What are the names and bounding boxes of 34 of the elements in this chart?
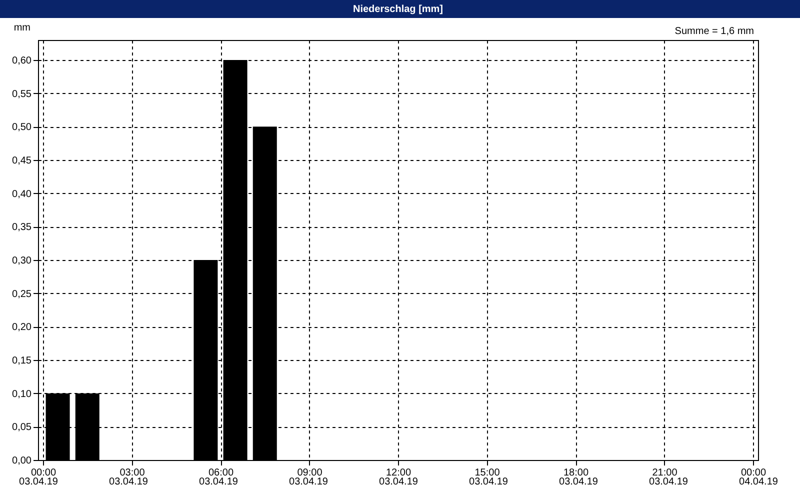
x2-tick-label: 03.04.19 bbox=[19, 476, 58, 488]
x-tick-label: 09:00 bbox=[297, 468, 323, 478]
x-tick-label: 18:00 bbox=[563, 468, 589, 478]
y-tick-label: 0,55 bbox=[12, 88, 32, 100]
y-tick-label: 0,30 bbox=[12, 256, 32, 266]
x2-tick-label: 03.04.19 bbox=[469, 476, 508, 488]
y-tick-label: 0,45 bbox=[12, 156, 32, 166]
x2-tick-label: 03.04.19 bbox=[109, 476, 148, 488]
x-tick-label: 15:00 bbox=[474, 468, 500, 478]
x2-tick-label: 03.04.19 bbox=[379, 476, 418, 488]
x2-tick-label: 03.04.19 bbox=[559, 476, 598, 488]
y-axis-title: mm bbox=[14, 22, 30, 34]
y-tick-label: 0,35 bbox=[12, 222, 32, 234]
y-tick-label: 0,60 bbox=[12, 56, 32, 66]
x2-tick-label: 03.04.19 bbox=[199, 476, 238, 488]
x-tick-label: 21:00 bbox=[652, 468, 678, 478]
x2-tick-label: 03.04.19 bbox=[289, 476, 328, 488]
chart-title: Niederschlag [mm] bbox=[352, 4, 444, 15]
x-tick-label: 03:00 bbox=[120, 468, 146, 478]
y-tick-label: 0,25 bbox=[12, 288, 32, 300]
x2-tick-label: 03.04.19 bbox=[649, 476, 688, 488]
y-tick-label: 0,05 bbox=[12, 422, 32, 434]
x-tick-label: 12:00 bbox=[386, 468, 412, 478]
y-tick-label: 0,50 bbox=[12, 122, 32, 134]
x-tick-label: 00:00 bbox=[30, 468, 56, 478]
x-tick-label: 00:00 bbox=[740, 468, 766, 478]
y-tick-label: 0,00 bbox=[12, 456, 32, 466]
y-tick-label: 0,15 bbox=[12, 356, 32, 366]
y-tick-label: 0,10 bbox=[12, 388, 32, 400]
x2-tick-label: 04.04.19 bbox=[739, 476, 778, 488]
y-tick-label: 0,20 bbox=[12, 322, 32, 334]
x-tick-label: 06:00 bbox=[208, 468, 234, 478]
text: Summe = 1,6 mm bbox=[674, 26, 754, 37]
y-tick-label: 0,40 bbox=[12, 188, 32, 200]
